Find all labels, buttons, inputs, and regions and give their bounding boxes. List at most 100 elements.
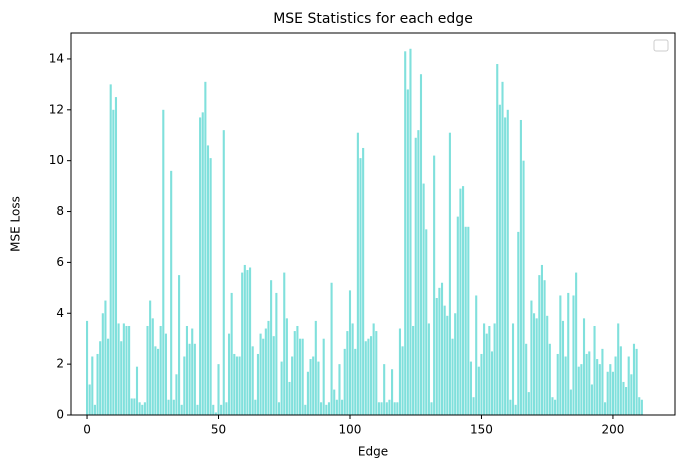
bar — [601, 348, 604, 415]
bar — [235, 356, 238, 415]
bar — [117, 323, 120, 415]
legend — [653, 39, 669, 52]
y-axis-label: MSE Loss — [9, 196, 23, 252]
bar — [614, 356, 617, 415]
bar — [341, 399, 344, 415]
bar — [485, 333, 488, 415]
bar — [459, 188, 462, 415]
bar — [143, 402, 146, 415]
bar — [125, 325, 128, 415]
bar — [464, 226, 467, 415]
bar — [567, 292, 570, 415]
bar — [635, 348, 638, 415]
bar — [354, 348, 357, 415]
bar — [159, 325, 162, 415]
bar — [359, 158, 362, 416]
bar — [498, 104, 501, 416]
bar — [283, 272, 286, 415]
bar — [320, 402, 323, 415]
bar — [483, 323, 486, 415]
bar — [640, 399, 643, 415]
bar — [540, 264, 543, 415]
bar — [435, 298, 438, 415]
bar — [419, 74, 423, 416]
bar — [251, 346, 254, 415]
bar — [120, 341, 123, 415]
bar — [414, 137, 417, 415]
bar — [146, 325, 149, 415]
bar — [504, 117, 507, 415]
y-tick-label: 12 — [49, 102, 64, 116]
bar — [243, 264, 246, 415]
bar — [220, 404, 223, 415]
bar — [196, 404, 199, 415]
bar — [88, 384, 91, 415]
bar — [577, 366, 580, 415]
bar — [433, 155, 436, 416]
bar — [564, 356, 567, 415]
bar — [343, 348, 346, 415]
bar — [346, 331, 349, 415]
bar — [249, 267, 252, 415]
bar — [538, 275, 541, 415]
bar — [506, 109, 509, 416]
bar — [406, 89, 409, 415]
bar — [427, 323, 430, 415]
bar — [372, 323, 375, 415]
bar — [162, 109, 165, 416]
bar — [114, 97, 118, 415]
bar — [383, 364, 386, 415]
bar — [96, 353, 99, 415]
bar — [551, 397, 554, 415]
axes-frame — [70, 32, 676, 416]
bar — [193, 343, 196, 415]
bar — [430, 402, 433, 415]
bar — [154, 346, 157, 415]
bar — [377, 402, 380, 415]
bar — [490, 351, 494, 415]
bar — [393, 402, 396, 415]
bar — [214, 412, 217, 415]
bar — [598, 364, 601, 415]
bar — [575, 272, 578, 415]
bar — [348, 290, 352, 415]
bar — [519, 119, 522, 415]
bar — [375, 331, 378, 415]
bar — [191, 328, 194, 415]
bar — [556, 353, 559, 415]
bar — [241, 272, 244, 415]
bar — [488, 325, 491, 415]
bar — [112, 109, 115, 416]
bar — [280, 361, 283, 415]
bar — [409, 48, 412, 415]
bar — [454, 313, 457, 415]
bar — [456, 216, 459, 415]
bar — [130, 398, 133, 415]
bar — [369, 336, 373, 415]
bar — [227, 333, 231, 415]
bar — [254, 399, 257, 415]
bar — [272, 336, 275, 415]
bar — [638, 397, 641, 415]
x-tick-label: 50 — [211, 423, 226, 437]
bar — [91, 356, 94, 415]
bar — [493, 323, 496, 415]
bar — [554, 399, 557, 415]
bar — [619, 346, 622, 415]
bar — [101, 313, 104, 415]
bar — [440, 282, 444, 415]
bar — [501, 81, 504, 415]
bar — [585, 353, 588, 415]
bar — [425, 229, 428, 415]
bar — [627, 356, 630, 415]
bar — [480, 353, 483, 415]
x-tick-label: 200 — [601, 423, 624, 437]
bar — [233, 353, 236, 415]
bar — [185, 325, 189, 415]
bar — [582, 318, 586, 415]
bar — [212, 404, 215, 415]
bar — [298, 338, 302, 415]
bar — [391, 369, 394, 415]
bar — [107, 338, 110, 415]
bar — [314, 320, 317, 415]
